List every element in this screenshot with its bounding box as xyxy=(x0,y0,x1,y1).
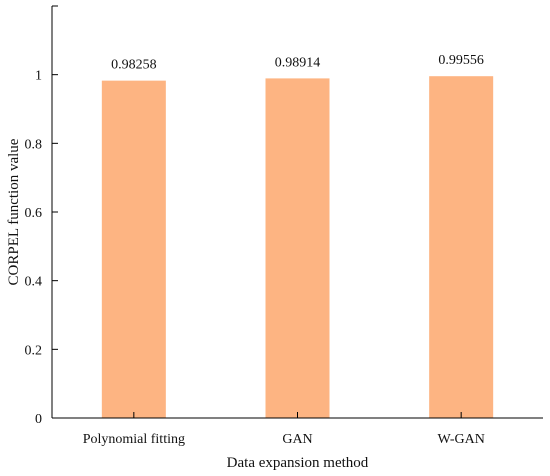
y-tick-label: 1 xyxy=(35,69,42,84)
bar-value-label: 0.99556 xyxy=(438,53,484,68)
y-tick-label: 0 xyxy=(35,412,42,427)
bar-value-label: 0.98258 xyxy=(111,58,157,73)
bar-1 xyxy=(101,80,166,419)
bar-3 xyxy=(429,76,494,418)
bar-2 xyxy=(265,78,330,418)
y-tick-label: 0.8 xyxy=(25,137,43,152)
y-tick-label: 0.2 xyxy=(25,343,43,358)
x-ticks-group: Polynomial fitting GAN W-GAN xyxy=(83,412,485,447)
y-tick-label: 0.6 xyxy=(25,206,43,221)
x-axis-title: Data expansion method xyxy=(227,455,369,471)
x-tick-label: GAN xyxy=(282,432,312,447)
bar-labels-group: 0.98258 0.98914 0.99556 xyxy=(111,53,484,72)
y-ticks-group: 0 0.2 0.4 0.6 0.8 1 xyxy=(25,69,58,427)
bars-group xyxy=(101,76,494,419)
y-axis-title: CORPEL function value xyxy=(6,138,22,285)
y-tick-label: 0.4 xyxy=(25,275,43,290)
x-tick-label: W-GAN xyxy=(437,432,484,447)
x-tick-label: Polynomial fitting xyxy=(83,432,185,447)
bar-value-label: 0.98914 xyxy=(275,55,321,70)
